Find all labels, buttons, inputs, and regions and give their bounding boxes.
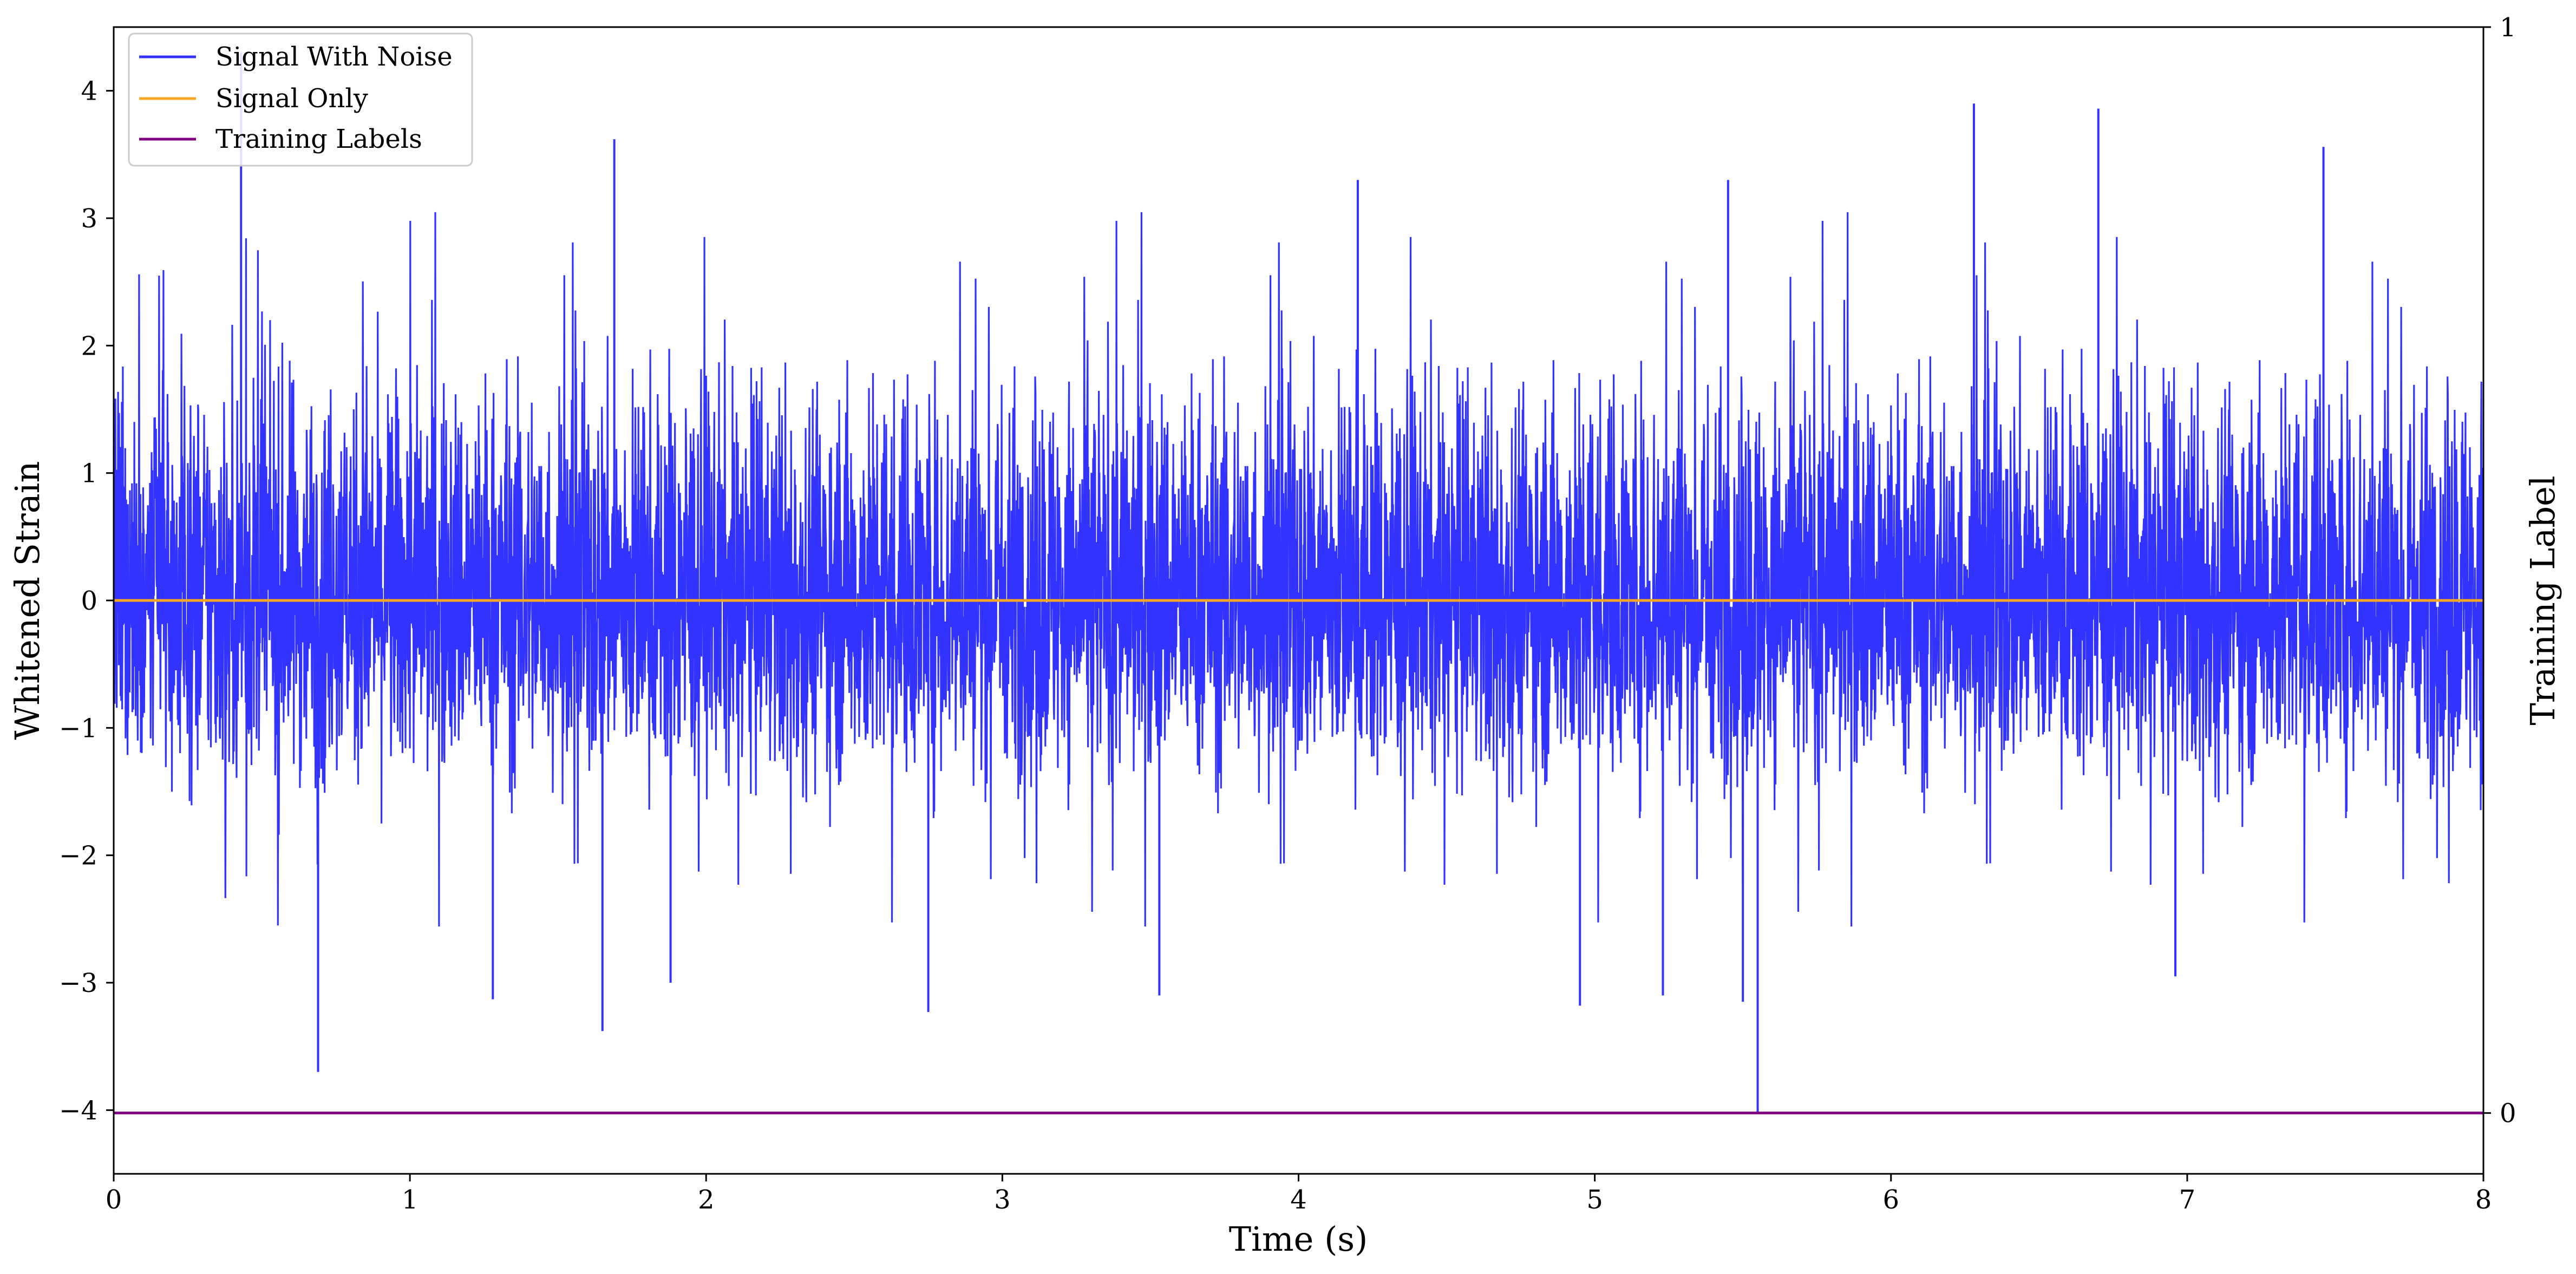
legend-label-signal-with-noise: Signal With Noise	[215, 42, 453, 72]
y-tick-label: 4	[81, 76, 97, 107]
y-tick-label: 1	[81, 459, 97, 489]
y-axis-label: Whitened Strain	[8, 461, 47, 740]
x-tick-label: 1	[402, 1185, 419, 1215]
y-tick-label: −2	[59, 841, 97, 871]
x-tick-label: 2	[698, 1185, 715, 1215]
y-tick-label: −4	[59, 1095, 97, 1126]
x-tick-label: 6	[1882, 1185, 1899, 1215]
y-tick-label: 3	[81, 204, 97, 234]
y-tick-label: −1	[59, 713, 97, 743]
x-tick-label: 7	[2179, 1185, 2196, 1215]
legend-box	[128, 32, 473, 167]
y-tick-label: 2	[81, 331, 97, 361]
series-layer	[114, 53, 2483, 1115]
ticks-layer: 0 1 2 3 4 5 6 7 8 4 3 2 1 0 −1 −2 −3 −4 1 0	[59, 12, 2516, 1215]
legend-label-training-labels: Training Labels	[215, 124, 422, 154]
x-tick-label: 4	[1290, 1185, 1307, 1215]
legend: Signal With Noise Signal Only Training L…	[128, 32, 473, 167]
y-tick-label: −3	[59, 968, 97, 998]
y-right-tick-label: 1	[2500, 12, 2516, 43]
series-signal-with-noise	[114, 212, 2483, 927]
x-tick-label: 3	[994, 1185, 1011, 1215]
x-tick-label: 5	[1586, 1185, 1603, 1215]
x-tick-label: 8	[2475, 1185, 2492, 1215]
y-right-tick-label: 0	[2500, 1099, 2516, 1129]
y-axis-right-label: Training Label	[2523, 475, 2562, 725]
legend-label-signal-only: Signal Only	[215, 83, 368, 114]
x-tick-label: 0	[106, 1185, 122, 1215]
y-tick-label: 0	[81, 586, 97, 616]
x-axis-label: Time (s)	[1229, 1219, 1368, 1259]
